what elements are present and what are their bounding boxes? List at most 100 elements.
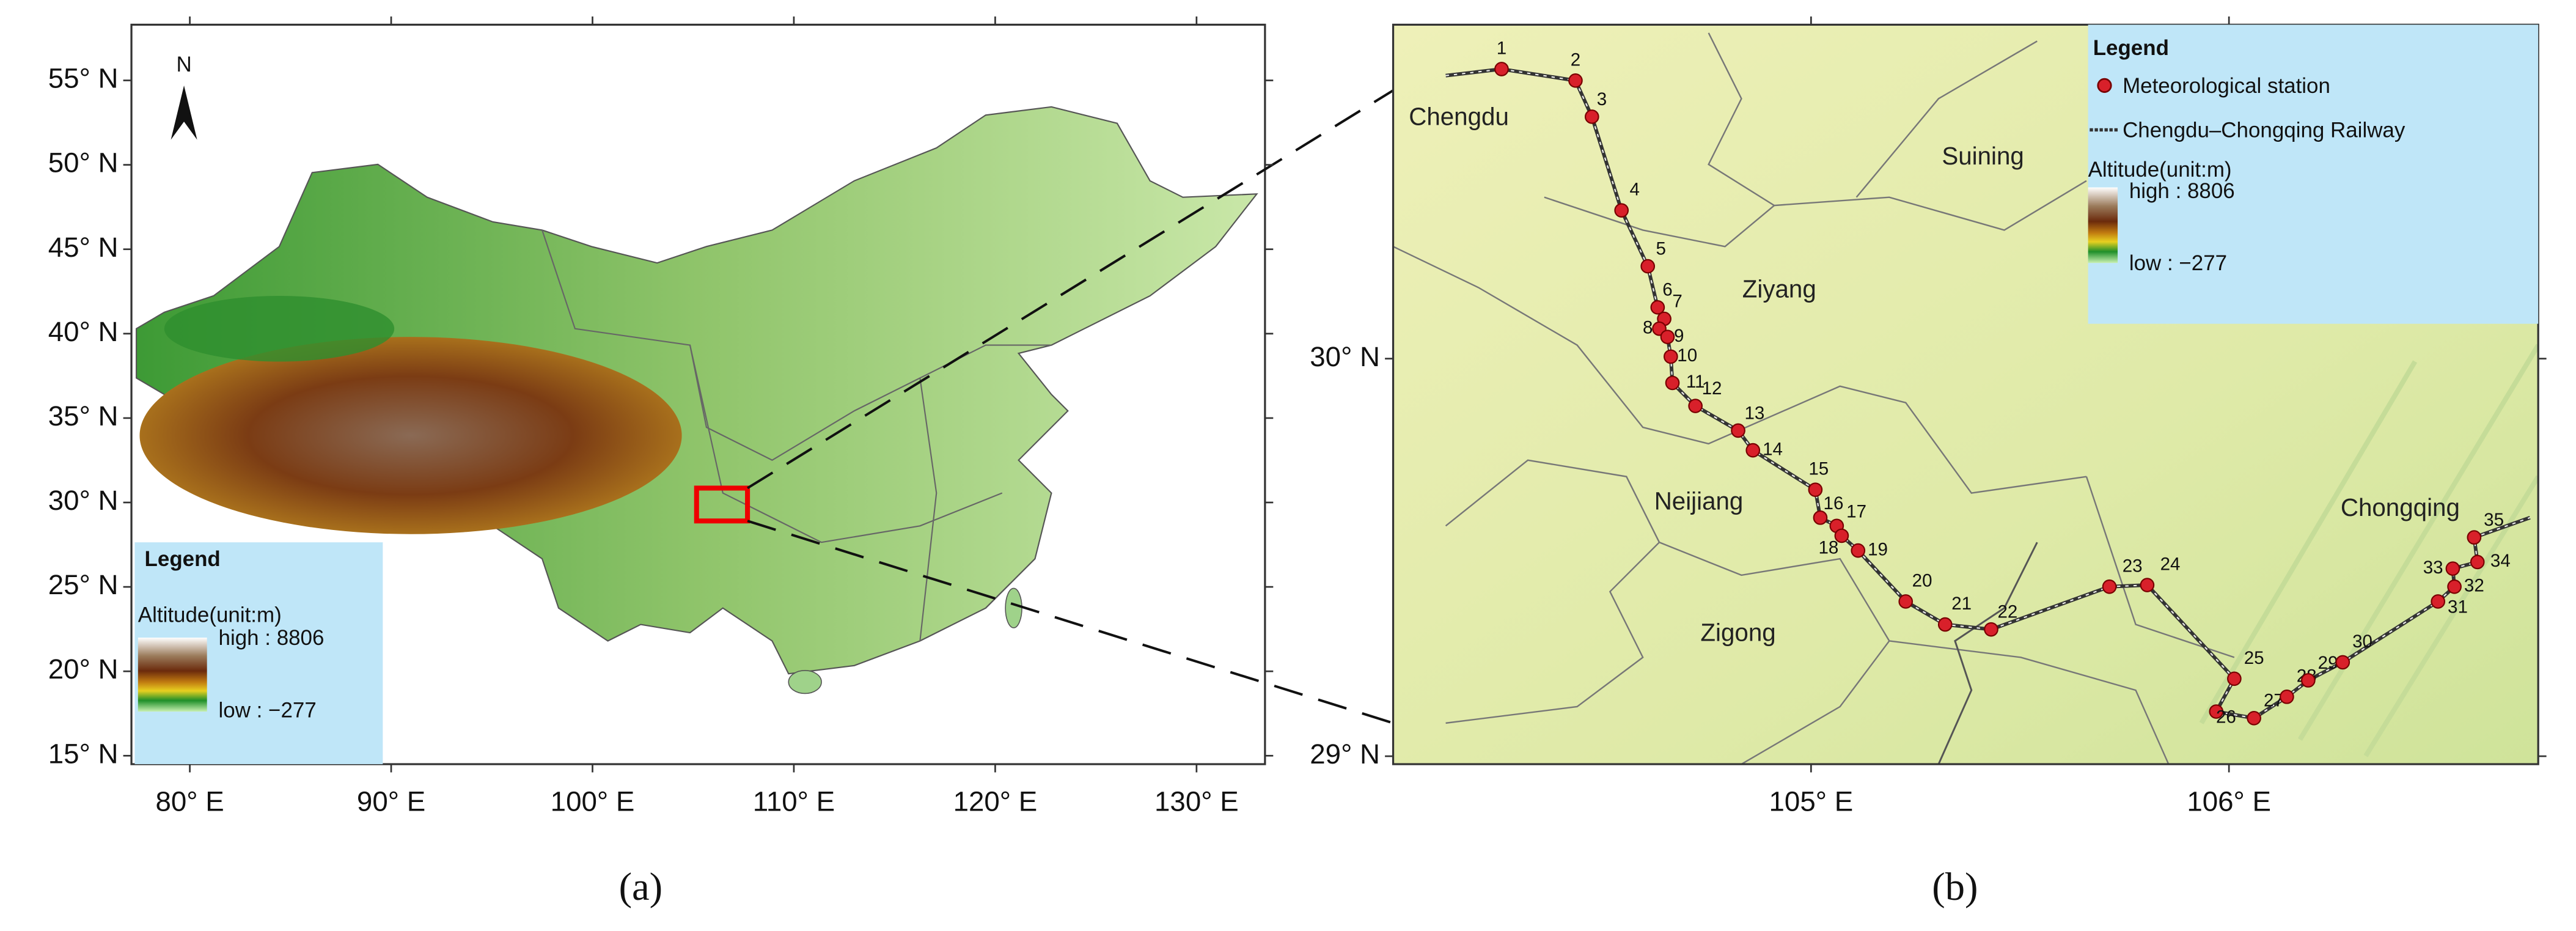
legend-high: high : 8806: [2129, 179, 2235, 203]
y-tick-label: 45° N: [48, 232, 119, 263]
city-label: Chengdu: [1409, 102, 1509, 130]
x-tick-label: 130° E: [1154, 786, 1239, 817]
station-label: 11: [1686, 372, 1705, 392]
station-label: 16: [1824, 493, 1844, 513]
station-label: 21: [1951, 594, 1972, 614]
station-label: 34: [2490, 551, 2511, 571]
basin: [164, 295, 395, 362]
station: [2227, 671, 2242, 686]
legend-low: low : −277: [219, 698, 317, 722]
station-label: 33: [2423, 557, 2443, 578]
ridge: [2297, 344, 2539, 741]
legend-title: Legend: [2093, 36, 2169, 60]
station: [1688, 399, 1703, 413]
station-label: 17: [1846, 502, 1866, 522]
x-tick-label: 100° E: [551, 786, 635, 817]
station: [1808, 482, 1823, 497]
boundary: [1544, 196, 1775, 248]
north-arrow: [171, 85, 197, 140]
y-tick-label: 35° N: [48, 400, 119, 432]
station-label: 1: [1497, 39, 1506, 59]
plateau: [139, 337, 682, 534]
station: [1640, 259, 1656, 274]
map-frame-b: [1392, 23, 2539, 765]
station: [2280, 690, 2294, 704]
station: [1584, 109, 1599, 124]
y-tick-label: 20° N: [48, 653, 119, 685]
station: [1984, 622, 1998, 637]
x-tick-label: 80° E: [155, 786, 224, 817]
station-label: 20: [1912, 570, 1932, 591]
zoom-line: [747, 89, 1394, 490]
station: [1660, 329, 1675, 344]
station: [2431, 594, 2446, 609]
station-label: 2: [1571, 50, 1580, 70]
x-tick-label: 110° E: [753, 786, 835, 817]
legend-high: high : 8806: [219, 626, 325, 650]
y-tick-label: 40° N: [48, 316, 119, 347]
station-label: 30: [2352, 631, 2372, 652]
caption-a: (a): [619, 865, 663, 908]
station: [1494, 62, 1509, 76]
station: [2467, 530, 2482, 545]
station-label: 13: [1744, 403, 1764, 423]
station: [1650, 300, 1665, 315]
station: [2335, 655, 2350, 670]
station-label: 24: [2160, 554, 2181, 575]
color-bar: [2088, 187, 2118, 263]
station-label: 3: [1597, 89, 1607, 109]
station-label: 32: [2464, 576, 2484, 596]
x-tick-label: 105° E: [1769, 786, 1854, 817]
station-label: 7: [1672, 292, 1682, 312]
hainan: [788, 670, 822, 694]
station: [1665, 375, 1680, 391]
station-label: 6: [1662, 280, 1672, 300]
station-label: 18: [1818, 538, 1838, 558]
station: [2445, 561, 2460, 576]
boundary: [1445, 459, 1660, 724]
legend-subtitle: Altitude(unit:m): [138, 603, 282, 627]
north-label: N: [176, 53, 191, 76]
station: [2247, 710, 2261, 726]
legend-title: Legend: [145, 547, 221, 571]
station-label: 5: [1656, 238, 1665, 259]
y-tick-label: 30° N: [48, 485, 119, 516]
station: [1937, 617, 1953, 632]
ridge: [2199, 360, 2418, 724]
color-bar: [138, 638, 207, 712]
boundaries: [1393, 32, 2235, 765]
station-label: 4: [1629, 180, 1639, 200]
y-tick-label: 29° N: [1310, 738, 1380, 770]
y-tick-label: 50° N: [48, 147, 119, 178]
station: [2447, 579, 2462, 594]
legend-low: low : −277: [2129, 251, 2227, 275]
boundary: [1659, 542, 1890, 765]
x-tick-label: 90° E: [357, 786, 425, 817]
x-tick-label: 106° E: [2187, 786, 2271, 817]
station: [1851, 543, 1866, 558]
station: [1834, 528, 1849, 543]
station-label: 35: [2484, 510, 2504, 530]
station: [2140, 578, 2155, 592]
legend-railway: Chengdu–Chongqing Railway: [2123, 118, 2405, 142]
station: [1614, 203, 1629, 218]
station: [2102, 579, 2117, 594]
y-tick-label: 30° N: [1310, 341, 1380, 372]
y-tick-label: 55° N: [48, 63, 119, 94]
taiwan: [1005, 587, 1022, 628]
legend-box-b: [2088, 24, 2539, 324]
legend-station: Meteorological station: [2123, 74, 2330, 98]
study-area-box: [694, 485, 750, 524]
caption-b: (b): [1932, 865, 1978, 908]
station: [1568, 73, 1583, 88]
legend-subtitle: Altitude(unit:m): [2088, 158, 2232, 182]
station: [2301, 673, 2316, 688]
station-label: 29: [2318, 653, 2338, 673]
station-label: 10: [1677, 345, 1697, 366]
station-label: 19: [1868, 539, 1888, 559]
station: [1664, 349, 1678, 364]
station-label: 25: [2244, 648, 2264, 668]
station-label: 14: [1763, 439, 1783, 459]
